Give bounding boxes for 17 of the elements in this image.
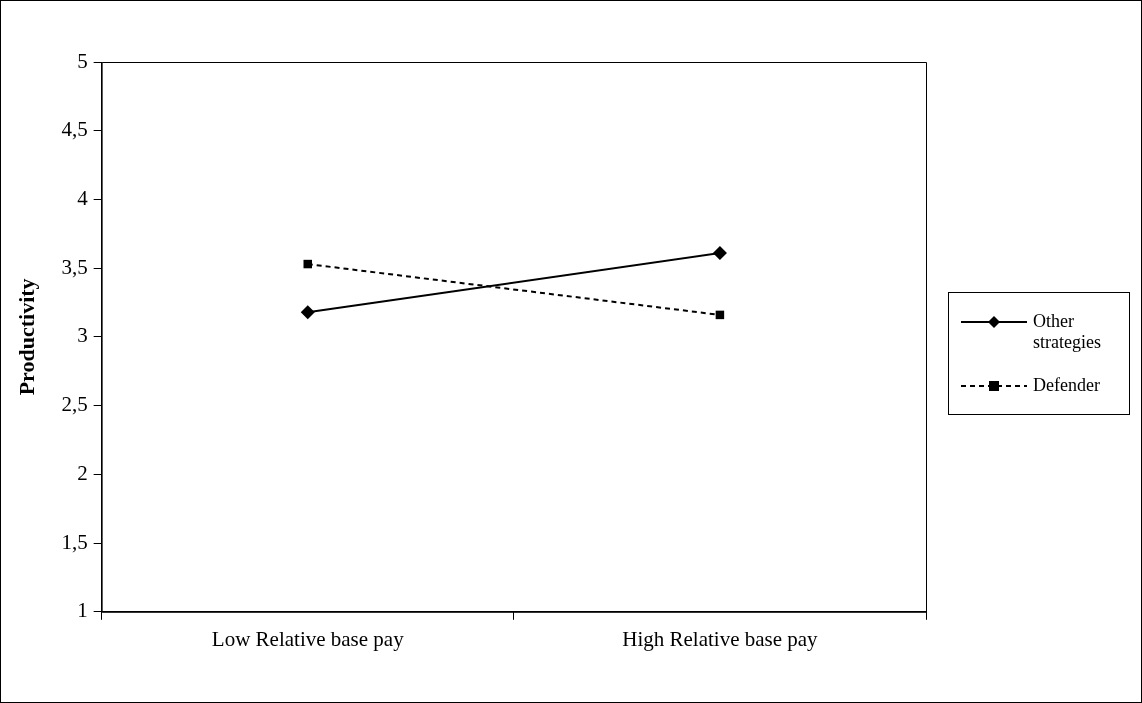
x-tick-label: Low Relative base pay [211, 626, 405, 651]
y-tick-label: 2 [77, 460, 88, 485]
y-tick-label: 4 [77, 185, 89, 210]
legend-label: Defender [1033, 375, 1100, 396]
y-tick-label: 3,5 [61, 254, 88, 279]
x-tick-label: High Relative base pay [622, 626, 819, 651]
y-tick-label: 1,5 [61, 529, 88, 554]
y-tick-label: 5 [77, 48, 88, 73]
y-tick-label: 2,5 [61, 392, 88, 417]
point [300, 305, 315, 320]
y-tick-label: 4,5 [61, 117, 88, 142]
point [303, 259, 312, 269]
y-tick-label: 3 [77, 323, 88, 348]
legend-label: Other strategies [1033, 311, 1102, 353]
point [712, 246, 727, 261]
y-axis-title: Productivity [13, 278, 39, 396]
y-tick-label: 1 [77, 598, 88, 623]
